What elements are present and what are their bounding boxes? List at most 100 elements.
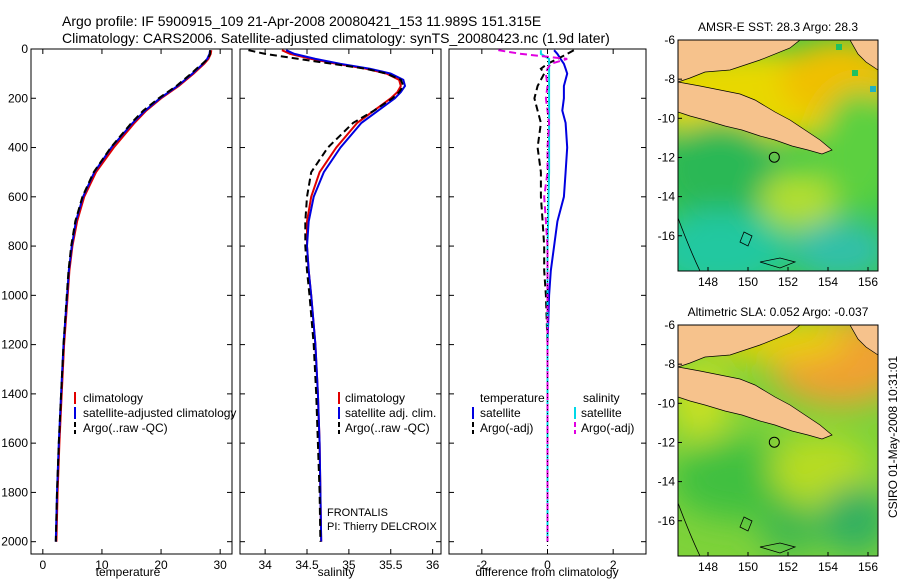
x-tick-label: 2 [610, 558, 617, 572]
legend-label-argo: Argo(..raw -QC) [83, 421, 168, 435]
series-temperature-satellite [546, 49, 569, 542]
temperature-x-axis: 0 10 20 30 [39, 49, 227, 572]
y-tick-label: -14 [658, 475, 676, 489]
temperature-axes-frame [30, 48, 233, 555]
difference-x-axis: -2 0 2 [476, 49, 617, 572]
salinity-x-axis: 34 34.5 35 35.5 36 [258, 49, 440, 572]
legend-label-climatology: climatology [345, 391, 405, 405]
x-tick-label: 35.5 [379, 558, 403, 572]
salinity-panel: 34 34.5 35 35.5 36 salinity climatology sate… [239, 48, 442, 579]
difference-depth-ticks [449, 48, 646, 543]
land-papua-tail [678, 366, 833, 440]
x-tick-label: 156 [858, 560, 878, 574]
salinity-axes-frame [239, 48, 442, 555]
sla-map: Altimetric SLA: 0.052 Argo: -0.037 148 15… [658, 305, 879, 574]
difference-profile-lines [498, 49, 575, 554]
x-tick-label: 156 [858, 275, 878, 289]
x-tick-label: 150 [738, 560, 758, 574]
x-tick-label: 148 [698, 275, 718, 289]
land-north [678, 40, 801, 83]
sst-map-y-axis: -6 -8 -10 -12 -14 -16 [658, 33, 682, 243]
legend-header-temperature: temperature [480, 391, 545, 405]
land-north [678, 325, 801, 368]
sst-map-x-axis: 148 150 152 154 156 [698, 267, 878, 289]
x-tick-label: 154 [818, 560, 838, 574]
sla-map-y-axis: -6 -8 -10 -12 -14 -16 [658, 318, 682, 528]
x-tick-label: -2 [476, 558, 487, 572]
y-tick-label: -8 [664, 357, 675, 371]
sst-profile-location-marker [768, 151, 780, 163]
csiro-timestamp: CSIRO 01-May-2008 10:31:01 [886, 355, 900, 519]
land-papua-tail [678, 81, 833, 155]
series-argo-raw-qc- [54, 50, 212, 542]
x-tick-label: 34.5 [295, 558, 319, 572]
sst-map-title: AMSR-E SST: 28.3 Argo: 28.3 [698, 20, 858, 34]
y-tick-label: 800 [8, 239, 28, 253]
y-tick-label: -12 [658, 150, 676, 164]
legend-header-salinity: salinity [583, 391, 620, 405]
sst-map-frame [677, 39, 879, 272]
legend-label-satellite-adjusted: satellite-adjusted climatology [83, 406, 236, 420]
y-tick-label: 400 [8, 141, 28, 155]
pi-annotation: PI: Thierry DELCROIX [327, 521, 437, 533]
y-tick-label: -10 [658, 111, 676, 125]
sla-map-x-axis: 148 150 152 154 156 [698, 552, 878, 574]
series-climatology [281, 49, 402, 542]
y-tick-label: 1600 [1, 436, 28, 450]
x-tick-label: 150 [738, 275, 758, 289]
x-tick-label: 36 [426, 558, 440, 572]
x-tick-label: 34 [258, 558, 272, 572]
salinity-legend: climatology satellite adj. clim. Argo(..… [338, 391, 436, 435]
sst-field-shading [678, 40, 878, 271]
y-tick-label: 600 [8, 190, 28, 204]
y-tick-label: -8 [664, 72, 675, 86]
legend-label-salinity-argo: Argo(-adj) [581, 421, 634, 435]
legend-label-climatology: climatology [83, 391, 143, 405]
difference-legend: temperature salinity satellite Argo(-adj… [472, 391, 634, 435]
depth-axis: 0 200 400 600 800 1000 1200 1400 1600 1800 2000 [1, 42, 232, 549]
y-tick-label: 1400 [1, 387, 28, 401]
legend-label-temperature-satellite: satellite [480, 406, 521, 420]
difference-panel: -2 0 2 difference from climatology tempera… [448, 48, 647, 579]
x-tick-label: 152 [778, 275, 798, 289]
sla-map-frame [677, 324, 879, 557]
salinity-profile-lines [248, 49, 407, 542]
x-tick-label: 152 [778, 560, 798, 574]
legend-label-temperature-argo: Argo(-adj) [480, 421, 533, 435]
x-tick-label: 20 [154, 558, 168, 572]
y-tick-label: 2000 [1, 535, 28, 549]
sla-profile-location-marker [768, 436, 780, 448]
legend-label-argo: Argo(..raw -QC) [345, 421, 430, 435]
y-tick-label: -12 [658, 435, 676, 449]
series-argo-raw-qc- [248, 49, 405, 542]
x-tick-label: 154 [818, 275, 838, 289]
temperature-xlabel: temperature [96, 565, 161, 579]
difference-xlabel: difference from climatology [475, 565, 618, 579]
sla-map-title: Altimetric SLA: 0.052 Argo: -0.037 [688, 305, 869, 319]
y-tick-label: -16 [658, 514, 676, 528]
y-tick-label: 0 [21, 42, 28, 56]
series-climatology [55, 50, 213, 542]
series-satellite-adjusted-climatology [54, 50, 212, 542]
salinity-xlabel: salinity [318, 565, 355, 579]
salinity-depth-ticks [240, 48, 441, 543]
y-tick-label: 200 [8, 91, 28, 105]
x-tick-label: 30 [213, 558, 227, 572]
sst-map-field [678, 40, 878, 271]
y-tick-label: 1800 [1, 485, 28, 499]
series-salinity-argo-adj- [498, 49, 568, 542]
y-tick-label: 1000 [1, 288, 28, 302]
temperature-profile-lines [54, 50, 213, 542]
x-tick-label: 0 [39, 558, 46, 572]
y-tick-label: -6 [664, 318, 675, 332]
sla-map-field [678, 325, 878, 556]
land-northeast [849, 325, 878, 356]
y-tick-label: -14 [658, 190, 676, 204]
y-tick-label: -10 [658, 396, 676, 410]
x-tick-label: 35 [342, 558, 356, 572]
sst-map: AMSR-E SST: 28.3 Argo: 28.3 1 [658, 20, 879, 289]
series-satellite-adj-clim- [285, 49, 407, 542]
y-tick-label: 1200 [1, 338, 28, 352]
header-line-1: Argo profile: IF 5900915_109 21-Apr-2008… [62, 13, 541, 29]
